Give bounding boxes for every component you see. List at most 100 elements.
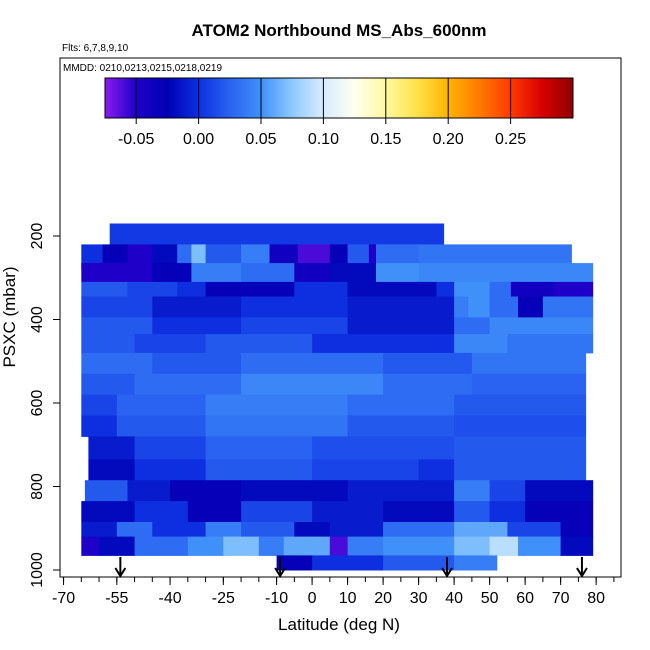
heatmap-cell <box>81 536 100 556</box>
heatmap-cell <box>116 415 207 437</box>
x-tick-label: -55 <box>105 590 128 607</box>
profile-marker-arrow <box>114 557 127 578</box>
chart-title: ATOM2 Northbound MS_Abs_600nm <box>191 21 486 40</box>
heatmap-cell <box>152 263 192 283</box>
colorbar-tick-label: 0.05 <box>245 131 276 148</box>
heatmap-cell <box>489 536 519 556</box>
heatmap-cell <box>454 415 587 437</box>
heatmap-cell <box>205 394 349 416</box>
x-tick-label: 80 <box>587 590 605 607</box>
heatmap-cell <box>84 480 129 502</box>
heatmap-band <box>81 263 594 283</box>
heatmap-cell <box>170 480 242 502</box>
x-tick-label: -25 <box>212 590 235 607</box>
colorbar-tick-label: 0.25 <box>495 131 526 148</box>
heatmap-cell <box>81 522 118 538</box>
heatmap-area: MMDD: 0210,0213,0215,0218,0219 <box>59 57 622 578</box>
heatmap-cell <box>347 480 455 502</box>
x-tick-label: 0 <box>308 590 317 607</box>
heatmap-cell <box>127 281 178 297</box>
heatmap-cell <box>454 536 491 556</box>
heatmap-cell <box>241 373 384 396</box>
flights-subtitle: Flts: 6,7,8,9,10 <box>62 43 129 54</box>
heatmap-cell <box>553 281 594 297</box>
heatmap-band <box>81 317 594 335</box>
heatmap-cell <box>205 436 313 460</box>
x-tick-label: 20 <box>374 590 392 607</box>
heatmap-cell <box>187 501 242 523</box>
heatmap-cell <box>294 281 349 297</box>
heatmap-cell <box>329 522 384 538</box>
y-tick-label: 200 <box>29 223 46 250</box>
y-tick-label: 1000 <box>29 552 46 588</box>
heatmap-cell <box>205 334 313 354</box>
heatmap-band <box>81 536 594 556</box>
x-tick-label: 10 <box>339 590 357 607</box>
y-axis-label: PSXC (mbar) <box>0 266 19 367</box>
heatmap-cell <box>81 394 118 416</box>
heatmap-cell <box>383 501 455 523</box>
heatmap-cell <box>116 394 207 416</box>
heatmap-cell <box>454 334 508 354</box>
heatmap-cell <box>205 522 242 538</box>
heatmap-cell <box>312 459 420 481</box>
colorbar-tick-labels: -0.05 0.00 0.05 0.10 0.15 0.20 0.25 <box>118 131 526 148</box>
heatmap-band <box>84 480 594 502</box>
heatmap-cell <box>283 536 331 556</box>
heatmap-band <box>81 501 594 523</box>
y-tick-label: 800 <box>29 473 46 500</box>
heatmap-cell <box>383 522 455 538</box>
heatmap-cell <box>81 263 153 283</box>
heatmap-band <box>81 352 587 375</box>
heatmap-band <box>88 459 587 481</box>
colorbar-tick-label: 0.20 <box>433 131 464 148</box>
heatmap-cell <box>368 244 377 270</box>
heatmap-cell <box>347 317 455 335</box>
colorbar-border <box>104 77 574 119</box>
heatmap-cell <box>454 459 587 481</box>
heatmap-cell <box>525 480 594 502</box>
heatmap-band <box>88 436 587 460</box>
heatmap-cell <box>152 296 242 318</box>
heatmap-cell <box>294 263 331 283</box>
heatmap-cell <box>454 522 508 538</box>
x-axis: -70 -55 -40 -25 -10 0 10 20 30 40 50 60 70 80 <box>52 576 621 607</box>
x-tick-label: 70 <box>552 590 570 607</box>
heatmap-cell <box>329 263 377 283</box>
heatmap-cell <box>152 317 242 335</box>
y-tick-label: 600 <box>29 390 46 417</box>
heatmap-cell <box>376 263 420 283</box>
heatmap-cell <box>187 536 224 556</box>
heatmap-cell <box>454 394 587 416</box>
heatmap-cell <box>383 352 473 375</box>
heatmap-cell <box>109 223 445 245</box>
x-tick-label: 30 <box>410 590 428 607</box>
profile-markers <box>114 557 588 578</box>
heatmap-band <box>81 522 594 538</box>
heatmap-cell <box>347 296 455 318</box>
colorbar-tick-label: 0.15 <box>370 131 401 148</box>
heatmap-cell <box>518 536 562 556</box>
heatmap-cell <box>507 334 594 354</box>
heatmap-cell <box>347 394 455 416</box>
profile-marker-arrow <box>441 557 453 578</box>
heatmap-cell <box>81 296 153 318</box>
heatmap-cell <box>81 281 129 297</box>
heatmap-cell <box>454 281 491 297</box>
heatmap-cell <box>347 415 455 437</box>
heatmap-cell <box>241 501 313 523</box>
heatmap-cell <box>116 522 153 538</box>
heatmap-cell <box>241 352 384 375</box>
heatmap-cell <box>454 436 587 460</box>
heatmap-cell <box>81 415 118 437</box>
heatmap-cell <box>454 296 469 318</box>
heatmap-cell <box>152 522 207 538</box>
y-axis: 200 400 600 800 1000 <box>29 223 61 588</box>
heatmap-cell <box>241 296 349 318</box>
heatmap-cell <box>312 501 384 523</box>
heatmap-cell <box>383 373 473 396</box>
heatmap-cell <box>312 555 384 571</box>
heatmap-cell <box>81 373 136 396</box>
heatmap-cell <box>383 536 455 556</box>
